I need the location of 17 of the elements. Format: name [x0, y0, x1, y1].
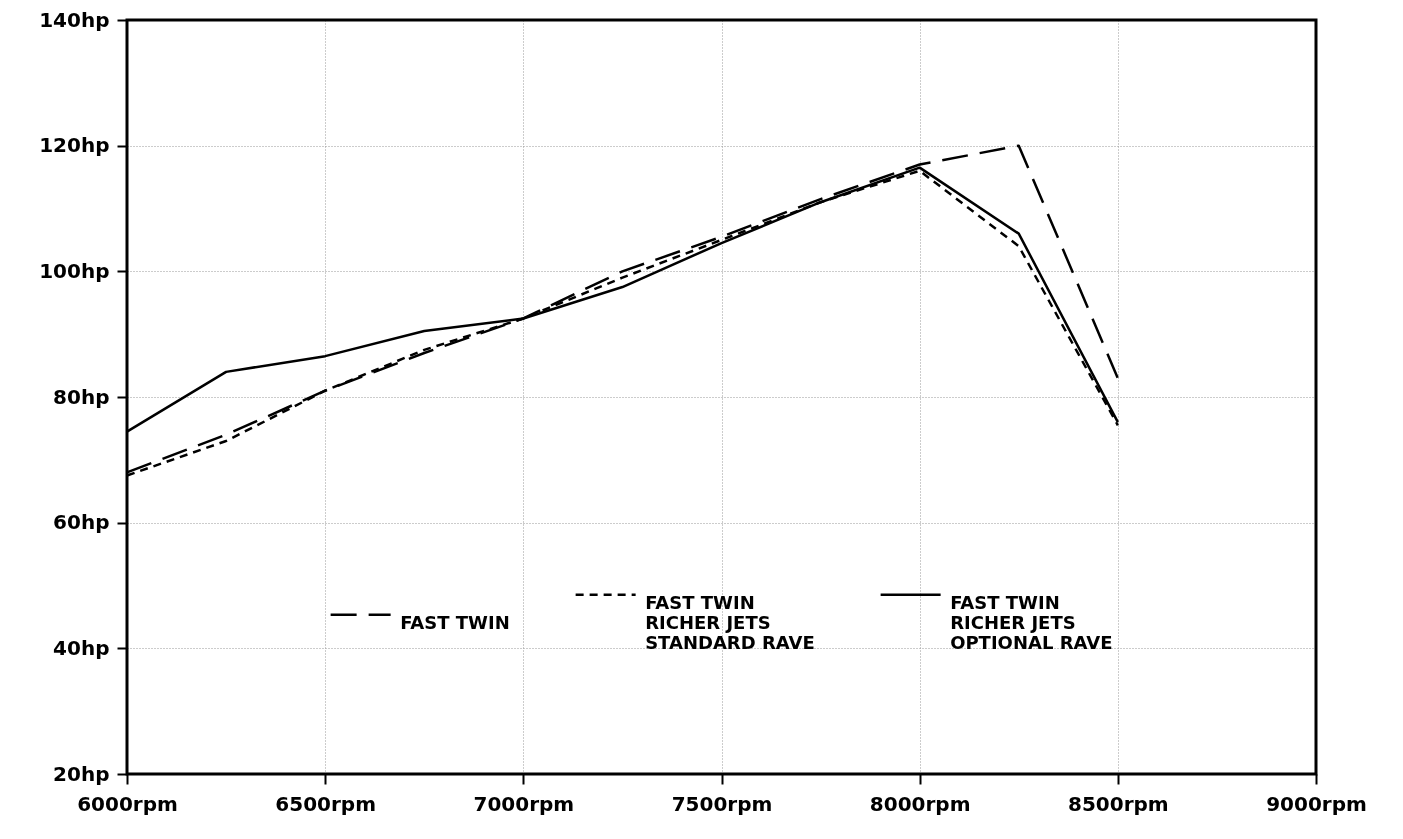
x-tick-label: 6000rpm	[77, 791, 178, 816]
y-tick-label: 40hp	[53, 635, 110, 660]
y-tick-label: 20hp	[53, 761, 110, 786]
x-tick-label: 6500rpm	[275, 791, 377, 816]
y-tick-label: 80hp	[53, 384, 110, 409]
legend-label: FAST TWIN	[400, 611, 510, 633]
x-tick-label: 8500rpm	[1067, 791, 1169, 816]
x-tick-label: 7000rpm	[473, 791, 575, 816]
x-tick-label: 7500rpm	[671, 791, 773, 816]
y-tick-label: 100hp	[39, 258, 110, 283]
legend-label: FAST TWIN RICHER JETS OPTIONAL RAVE	[950, 591, 1113, 653]
legend-label: FAST TWIN RICHER JETS STANDARD RAVE	[645, 591, 815, 653]
y-tick-label: 60hp	[53, 510, 110, 535]
y-tick-label: 140hp	[39, 7, 110, 32]
x-tick-label: 9000rpm	[1266, 791, 1367, 816]
y-tick-label: 120hp	[39, 133, 110, 158]
x-tick-label: 8000rpm	[869, 791, 971, 816]
